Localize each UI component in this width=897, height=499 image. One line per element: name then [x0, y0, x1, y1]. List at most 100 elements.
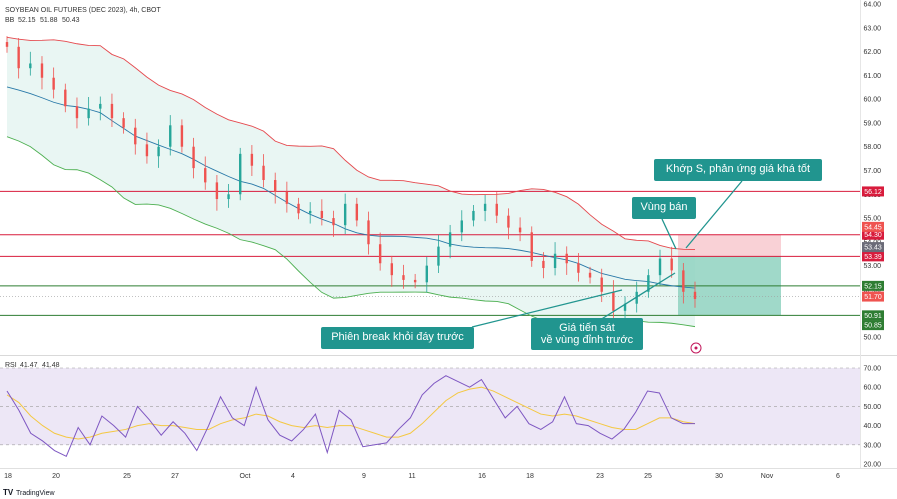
- price-tick-label: 59.00: [863, 120, 881, 127]
- bb-basis-line: [6, 86, 696, 289]
- symbol-title: SOYBEAN OIL FUTURES (DEC 2023), 4h, CBOT: [5, 7, 161, 14]
- time-tick-label: 25: [644, 473, 652, 480]
- price-tick-label: 58.00: [863, 144, 881, 151]
- rsi-axis: 70.00 60.00 50.00 40.00 30.00 20.00: [863, 366, 881, 469]
- candle-body: [355, 203, 359, 221]
- tv-logo-icon: TV: [3, 488, 14, 497]
- candle-body: [542, 260, 545, 269]
- price-tick-label: 64.00: [863, 2, 881, 9]
- level-tag-53.39: 53.39: [864, 254, 882, 261]
- time-axis[interactable]: 18 20 25 27 Oct 4 9 11 16 18 23 25 30 Nov 6: [0, 0, 897, 480]
- price-tag-53.43: 53.43: [864, 245, 882, 252]
- chart-header: SOYBEAN OIL FUTURES (DEC 2023), 4h, CBOT…: [5, 7, 161, 24]
- candle-body: [658, 258, 662, 276]
- price-tag-50.85: 50.85: [864, 323, 882, 330]
- annotations[interactable]: Khớp S, phản ứng giá khá tốt Vùng bán Phiê…: [321, 159, 822, 354]
- position-tool[interactable]: [678, 234, 781, 316]
- level-tag-53.39-box: [862, 251, 884, 262]
- candle-body: [308, 210, 312, 214]
- callout-fill-box: [654, 159, 822, 181]
- rsi-pane[interactable]: 70.00 60.00 50.00 40.00 30.00 20.00: [0, 355, 897, 469]
- level-tag-52.15: 52.15: [864, 283, 882, 290]
- price-tick-label: 53.00: [863, 263, 881, 270]
- candle-body: [332, 218, 335, 226]
- rsi-line: [6, 375, 695, 458]
- price-tick-label: 61.00: [863, 73, 881, 80]
- rsi-legend: RSI 41.47 41.48: [5, 362, 60, 369]
- candle-body: [192, 146, 195, 169]
- price-tag-54.45: 54.45: [864, 224, 882, 231]
- candle-body: [145, 144, 149, 157]
- candle-body: [52, 77, 55, 90]
- stop-loss-zone: [678, 234, 781, 257]
- price-tick-label: 57.00: [863, 168, 881, 175]
- price-tick-label: 55.00: [863, 216, 881, 223]
- candle-body: [250, 153, 254, 166]
- candle-body: [413, 279, 417, 283]
- candle-body: [297, 203, 300, 214]
- candle-body: [600, 277, 603, 292]
- candle-body: [29, 63, 32, 69]
- candle-body: [553, 253, 557, 269]
- level-tag-56.12-box: [862, 186, 884, 197]
- rsi-tick-label: 50.00: [863, 404, 881, 411]
- price-tags: 56.12 54.30 53.39 52.15 50.91 54.45 53.43 51.70…: [862, 186, 884, 331]
- rsi-tick-label: 40.00: [863, 423, 881, 430]
- bb-legend-basis: 51.88: [40, 17, 58, 24]
- level-tag-54.30: 54.30: [864, 232, 882, 239]
- tradingview-logo: TV TradingView: [3, 488, 55, 497]
- candles: [5, 36, 697, 323]
- candle-body: [425, 265, 428, 283]
- candle-body: [367, 220, 370, 245]
- rsi-plot: [0, 367, 860, 458]
- candle-body: [518, 227, 522, 233]
- candle-body: [437, 246, 440, 266]
- callout-breakout-text: Phiên break khỏi đáy trước: [331, 331, 464, 343]
- candle-body: [99, 103, 102, 109]
- time-tick-label: 27: [171, 473, 179, 480]
- candle-body: [390, 263, 394, 276]
- price-pane[interactable]: 64.00 63.00 62.00 61.00 60.00 59.00 58.00 57.00…: [0, 0, 884, 355]
- callout-sell-zone-box: [632, 197, 696, 219]
- candle-body: [262, 165, 265, 181]
- candle-body: [122, 118, 125, 128]
- candle-body: [577, 263, 580, 273]
- candle-body: [274, 180, 277, 192]
- bb-legend-label: BB: [5, 17, 15, 24]
- candle-body: [507, 215, 510, 228]
- candle-body: [169, 125, 172, 147]
- horizontal-levels[interactable]: [0, 190, 860, 316]
- candle-body: [682, 270, 685, 292]
- bb-upper-line: [6, 36, 696, 251]
- price-tag-54.45-box: [862, 221, 884, 232]
- candle-body: [378, 244, 382, 264]
- time-tick-label: 18: [4, 473, 12, 480]
- candle-body: [17, 46, 20, 69]
- candle-body: [320, 210, 324, 219]
- time-tick-label: 16: [478, 473, 486, 480]
- rsi-legend-value: 41.47: [20, 362, 38, 369]
- time-tick-label: 18: [526, 473, 534, 480]
- price-tick-label: 63.00: [863, 25, 881, 32]
- alert-marker-icon: [690, 342, 702, 354]
- candle-body: [285, 191, 289, 204]
- candle-body: [670, 258, 673, 271]
- bb-legend-lower: 50.43: [62, 17, 80, 24]
- candle-body: [64, 89, 67, 107]
- callout-near-peak-text: Giá tiến sát: [559, 322, 615, 334]
- candle-body: [134, 127, 137, 145]
- rsi-legend-label: RSI: [5, 362, 17, 369]
- time-tick-label: 20: [52, 473, 60, 480]
- callout-near-peak-text: về vùng đỉnh trước: [541, 334, 634, 346]
- rsi-tick-label: 60.00: [863, 385, 881, 392]
- candle-body: [204, 168, 207, 183]
- callout-pointer-fill: [685, 180, 743, 249]
- callout-pointer-near-peak: [599, 272, 676, 321]
- callout-pointer-sell-zone: [661, 218, 677, 250]
- candle-body: [75, 106, 79, 119]
- candle-body: [460, 220, 463, 233]
- rsi-ma-line: [6, 386, 696, 440]
- price-tag-50.85-box: [862, 320, 884, 331]
- candle-body: [693, 291, 697, 299]
